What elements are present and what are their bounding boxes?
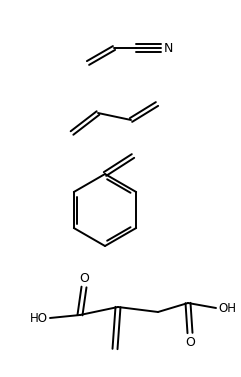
- Text: O: O: [185, 336, 195, 348]
- Text: OH: OH: [218, 302, 236, 314]
- Text: HO: HO: [30, 311, 48, 325]
- Text: O: O: [79, 271, 89, 285]
- Text: N: N: [163, 41, 173, 55]
